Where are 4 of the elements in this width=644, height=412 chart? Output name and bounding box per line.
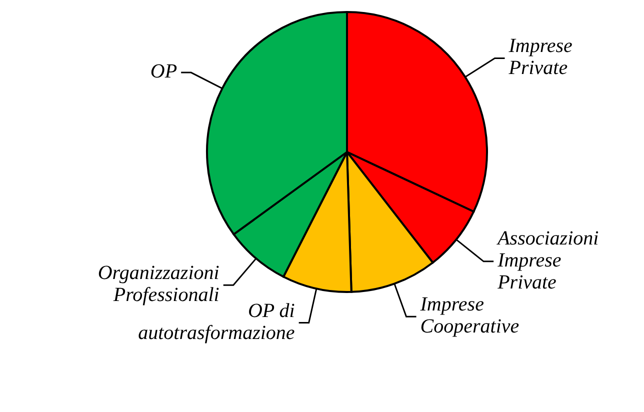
slice-label: Imprese Private	[508, 34, 573, 79]
slice-label: OP	[150, 60, 178, 82]
slice-label: Imprese Cooperative	[419, 293, 520, 338]
slice-label: Associazioni Imprese Private	[496, 227, 599, 294]
